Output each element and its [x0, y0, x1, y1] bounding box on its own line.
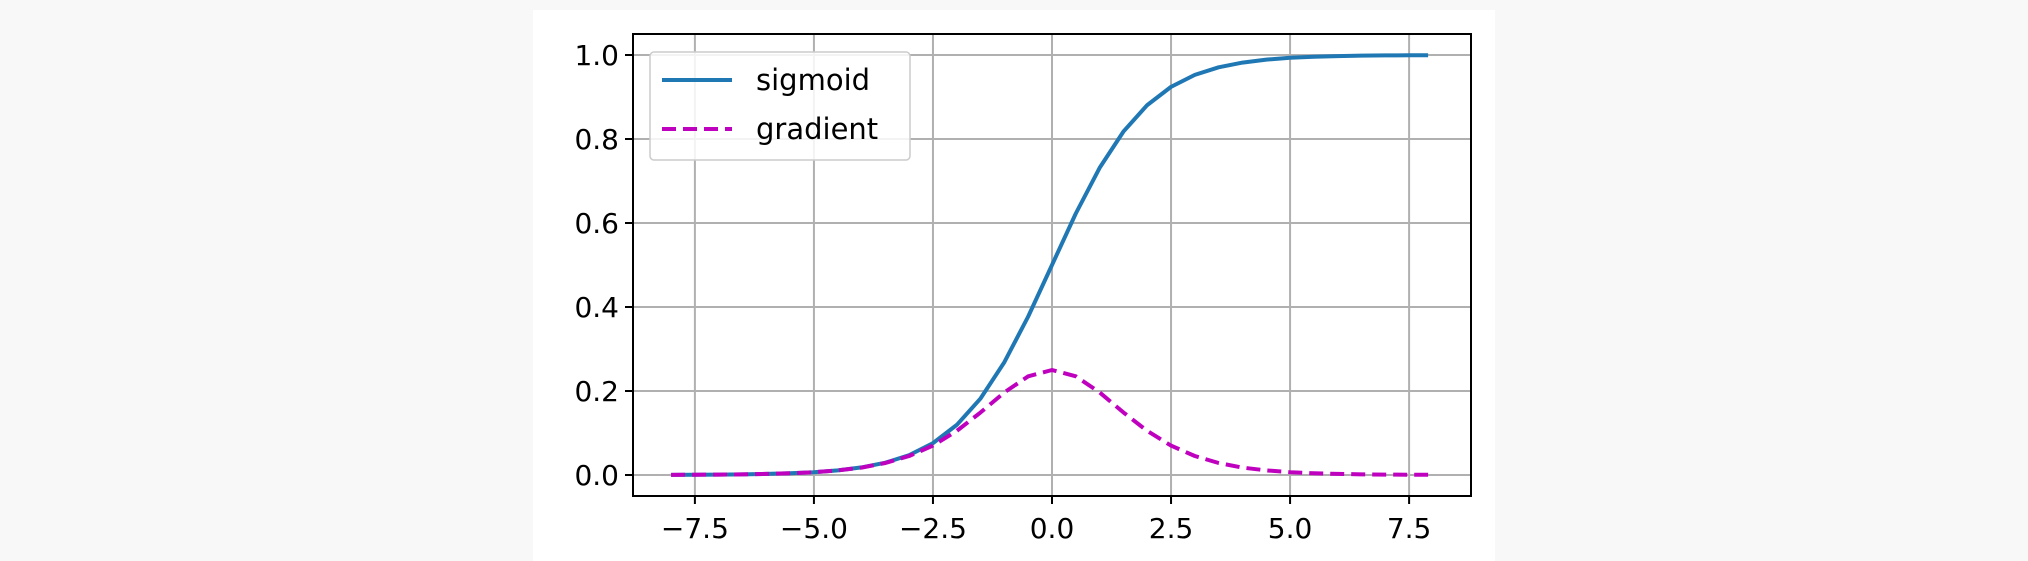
- x-tick-label: −2.5: [899, 512, 967, 545]
- axis-ticks: −7.5 −5.0 −2.5 0.0 2.5 5.0 7.5 0.0 0.2 0.4 0.6 0.8 1…: [574, 39, 1431, 545]
- legend: sigmoid gradient: [649, 51, 911, 161]
- series-lines: [671, 53, 1429, 477]
- x-tick-label: 7.5: [1387, 512, 1432, 545]
- x-tick-label: 5.0: [1268, 512, 1313, 545]
- x-tick-label: −7.5: [661, 512, 729, 545]
- legend-label-gradient: gradient: [756, 112, 878, 146]
- legend-label-sigmoid: sigmoid: [756, 63, 870, 97]
- y-tick-label: 0.2: [574, 375, 619, 408]
- series-line-gradient: [671, 368, 1429, 477]
- line-chart: −7.5 −5.0 −2.5 0.0 2.5 5.0 7.5 0.0 0.2 0.4 0.6 0.8 1…: [574, 33, 1472, 545]
- chart-figure: −7.5 −5.0 −2.5 0.0 2.5 5.0 7.5 0.0 0.2 0.4 0.6 0.8 1…: [533, 10, 1495, 561]
- y-tick-label: 0.4: [574, 291, 619, 324]
- y-tick-label: 0.8: [574, 123, 619, 156]
- x-tick-label: −5.0: [780, 512, 848, 545]
- y-tick-label: 0.0: [574, 459, 619, 492]
- x-tick-label: 2.5: [1149, 512, 1194, 545]
- y-tick-label: 0.6: [574, 207, 619, 240]
- x-tick-label: 0.0: [1030, 512, 1075, 545]
- y-tick-label: 1.0: [574, 39, 619, 72]
